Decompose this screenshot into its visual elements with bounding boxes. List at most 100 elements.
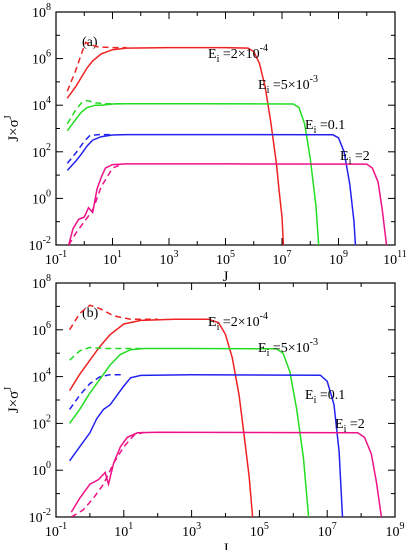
series-label: Ei =2 (340, 149, 370, 167)
series-label-subscript: i (314, 395, 317, 406)
x-tick-base: 10 (329, 253, 343, 268)
series-label: Ei =5×10-3 (258, 74, 318, 96)
series-label-e: E (340, 149, 349, 164)
y-tick-base: 10 (32, 324, 46, 339)
series-3 (67, 163, 388, 245)
series-label: Ei =2×10-4 (208, 311, 268, 333)
x-tick-label: 103 (160, 249, 179, 268)
x-tick-exponent: -1 (59, 521, 67, 532)
series-solid-line (68, 318, 254, 517)
x-tick-exponent: 7 (287, 249, 292, 260)
x-tick-label: 101 (103, 249, 122, 268)
series-label: Ei =2×10-4 (208, 43, 268, 65)
series-0 (66, 41, 285, 245)
series-label-e: E (208, 315, 217, 330)
y-tick-base: 10 (32, 99, 46, 114)
x-tick-base: 10 (318, 525, 332, 540)
series-2 (66, 133, 357, 245)
y-tick-base: 10 (32, 417, 46, 432)
chart-panel-b: 10-1 101 103 105 107 10910-2100102104106108JJ… (3, 273, 405, 550)
y-label-j: J (6, 407, 22, 413)
x-tick-label: 101 (114, 521, 133, 540)
y-tick-label: 102 (32, 413, 51, 432)
series-label-superscript: -3 (310, 74, 318, 85)
series-label-e: E (335, 417, 344, 432)
series-label-value: =2 (346, 417, 364, 432)
series-label: Ei =2 (335, 417, 365, 435)
x-tick-base: 10 (386, 525, 400, 540)
y-tick-label: 106 (32, 320, 51, 339)
series-label-e: E (258, 78, 267, 93)
series-1 (66, 99, 320, 245)
y-tick-exponent: 8 (46, 2, 51, 13)
series-label-subscript: i (217, 54, 220, 65)
series-dashed-line (69, 346, 141, 361)
series-label: Ei =5×10-3 (258, 337, 318, 359)
y-tick-exponent: 2 (46, 413, 51, 424)
y-tick-base: 10 (32, 146, 46, 161)
y-tick-base: 10 (32, 464, 46, 479)
y-tick-exponent: 4 (46, 367, 51, 378)
x-tick-base: 10 (250, 525, 264, 540)
x-tick-exponent: 3 (196, 521, 201, 532)
x-axis-label: J (223, 541, 229, 550)
series-solid-line (66, 103, 320, 245)
x-tick-exponent: 1 (128, 521, 133, 532)
y-tick-label: 102 (32, 142, 51, 161)
x-tick-label: 10-1 (45, 521, 67, 540)
y-tick-exponent: -2 (43, 507, 51, 518)
series-label-subscript: i (267, 348, 270, 359)
series-dashed-line (66, 133, 113, 164)
x-tick-label: 105 (250, 521, 269, 540)
y-label-times: × (6, 127, 22, 135)
series-dashed-line (70, 431, 145, 517)
x-tick-base: 10 (114, 525, 128, 540)
y-axis-label: J×σJ (3, 115, 22, 141)
series-label-value: =2×10 (219, 47, 259, 62)
series-solid-line (68, 373, 344, 517)
series-label-e: E (208, 47, 217, 62)
y-label-superscript: J (3, 387, 14, 391)
y-tick-exponent: 6 (46, 49, 51, 60)
y-tick-base: 10 (32, 53, 46, 68)
series-solid-line (66, 133, 357, 245)
series-solid-line (68, 347, 310, 517)
y-label-sigma: σ (6, 391, 22, 399)
panel-label: (b) (82, 306, 99, 321)
y-tick-exponent: 0 (46, 460, 51, 471)
series-solid-line (70, 431, 383, 517)
series-label-value: =2×10 (219, 315, 259, 330)
x-tick-label: 107 (273, 249, 292, 268)
y-tick-base: 10 (32, 277, 46, 292)
y-label-sigma: σ (6, 119, 22, 127)
series-dashed-line (66, 99, 127, 125)
series-label-e: E (305, 388, 314, 403)
x-tick-label: 1011 (383, 249, 407, 268)
series-label: Ei =0.1 (305, 388, 345, 406)
series-label-value: =0.1 (316, 388, 345, 403)
series-dashed-line (68, 373, 124, 410)
y-tick-exponent: 2 (46, 142, 51, 153)
y-axis-label: J×σJ (3, 387, 22, 413)
x-tick-exponent: -1 (59, 249, 67, 260)
y-tick-base: 10 (29, 511, 43, 526)
x-tick-label: 109 (329, 249, 348, 268)
y-tick-label: 100 (32, 188, 51, 207)
series-label-subscript: i (267, 85, 270, 96)
y-tick-base: 10 (29, 239, 43, 254)
series-solid-line (67, 163, 388, 245)
y-tick-label: 10-2 (29, 507, 51, 526)
y-label-j: J (6, 136, 22, 142)
x-tick-exponent: 11 (397, 249, 407, 260)
y-tick-base: 10 (32, 6, 46, 21)
chart-panel-a: 10-1 101 103 105 107 109 101110-21001021041061… (3, 2, 407, 285)
y-tick-label: 106 (32, 49, 51, 68)
y-tick-base: 10 (32, 192, 46, 207)
x-tick-exponent: 9 (343, 249, 348, 260)
y-tick-exponent: 4 (46, 95, 51, 106)
series-label-e: E (305, 118, 314, 133)
y-tick-exponent: 6 (46, 320, 51, 331)
panel-label: (a) (82, 35, 98, 50)
y-tick-label: 108 (32, 273, 51, 292)
